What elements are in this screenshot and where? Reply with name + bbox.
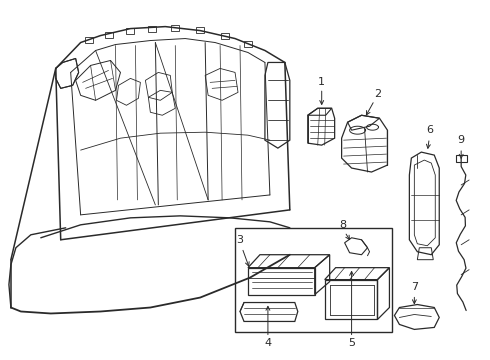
Text: 3: 3 — [237, 235, 244, 245]
Text: 6: 6 — [426, 125, 433, 135]
Text: 1: 1 — [318, 77, 325, 87]
Text: 5: 5 — [348, 338, 355, 348]
Text: 2: 2 — [374, 89, 381, 99]
Text: 7: 7 — [411, 282, 418, 292]
Text: 9: 9 — [458, 135, 465, 145]
Text: 4: 4 — [264, 338, 271, 348]
Bar — [235, 228, 392, 332]
Text: 8: 8 — [339, 220, 346, 230]
